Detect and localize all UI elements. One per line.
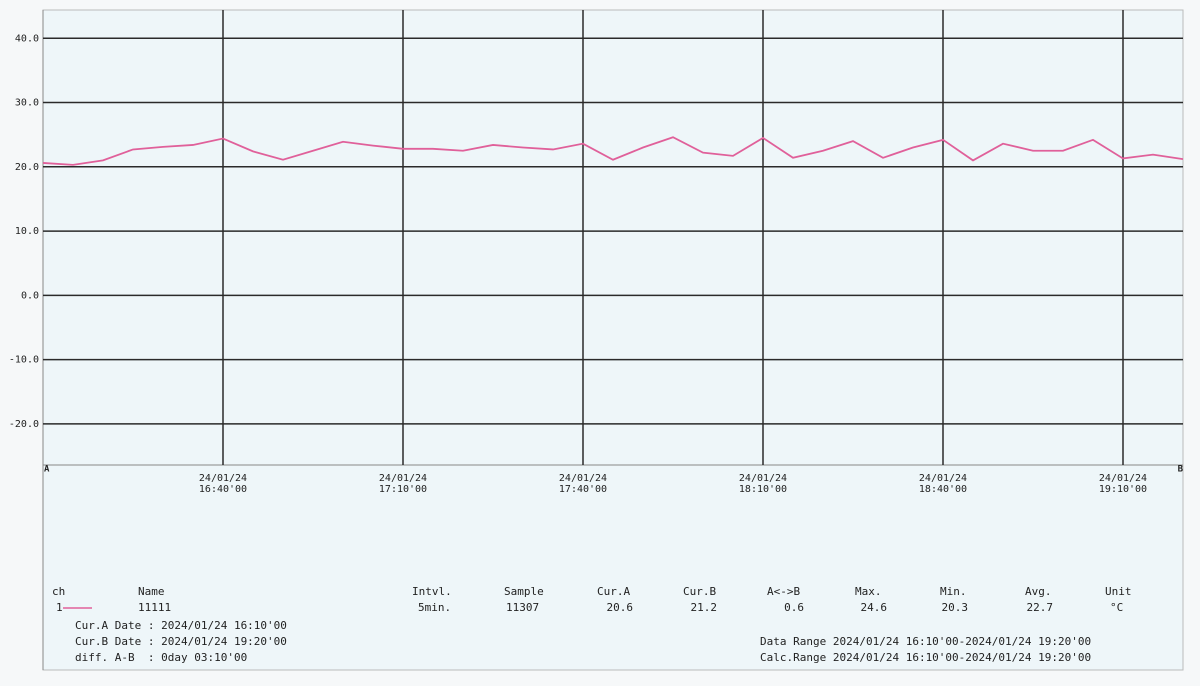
header: Intvl. (412, 585, 452, 598)
x-tick-label: 24/01/24 18:10'00 (738, 473, 788, 495)
y-tick-label: -10.0 (9, 355, 39, 366)
cur-a-value: 20.6 (607, 601, 634, 614)
info-panel: ch Name Intvl. Sample Cur.A Cur.B A<->B … (52, 585, 1132, 664)
sample: 11307 (506, 601, 539, 614)
header: Avg. (1025, 585, 1052, 598)
y-tick-label: 40.0 (15, 33, 39, 44)
cur-a-date: Cur.A Date : 2024/01/24 16:10'00 (75, 619, 287, 632)
cur-b-date: Cur.B Date : 2024/01/24 19:20'00 (75, 635, 287, 648)
header: Min. (940, 585, 967, 598)
header: Sample (504, 585, 544, 598)
x-tick-label: 24/01/24 19:10'00 (1098, 473, 1148, 495)
x-tick-label: 24/01/24 18:40'00 (918, 473, 968, 495)
interval: 5min. (418, 601, 451, 614)
header: ch (52, 585, 65, 598)
header: Unit (1105, 585, 1132, 598)
y-tick-label: 30.0 (15, 98, 39, 109)
cursor-a: A (44, 465, 50, 475)
legend-label: 11111 (138, 601, 171, 614)
header: Cur.B (683, 585, 716, 598)
cur-b-value: 21.2 (691, 601, 718, 614)
data-range: Data Range 2024/01/24 16:10'00-2024/01/2… (760, 635, 1091, 648)
diff-ab: diff. A-B : 0day 03:10'00 (75, 651, 247, 664)
x-tick-label: 24/01/24 17:40'00 (558, 473, 608, 495)
unit: °C (1110, 601, 1123, 614)
avg-value: 22.7 (1027, 601, 1054, 614)
x-tick-label: 24/01/24 16:40'00 (198, 473, 248, 495)
y-tick-label: -20.0 (9, 419, 39, 430)
min-value: 20.3 (942, 601, 969, 614)
max-value: 24.6 (861, 601, 888, 614)
chart-frame (42, 9, 1184, 671)
header: A<->B (767, 585, 800, 598)
y-tick-label: 20.0 (15, 162, 39, 173)
cursor-b: B (1178, 465, 1184, 475)
y-tick-label: 0.0 (21, 290, 39, 301)
x-tick-label: 24/01/24 17:10'00 (378, 473, 428, 495)
header: Name (138, 585, 165, 598)
calc-range: Calc.Range 2024/01/24 16:10'00-2024/01/2… (760, 651, 1091, 664)
header: Cur.A (597, 585, 630, 598)
diff-value: 0.6 (784, 601, 804, 614)
data-line (42, 136, 1184, 166)
header: Max. (855, 585, 882, 598)
y-tick-label: 10.0 (15, 226, 39, 237)
channel: 1 (56, 601, 63, 614)
